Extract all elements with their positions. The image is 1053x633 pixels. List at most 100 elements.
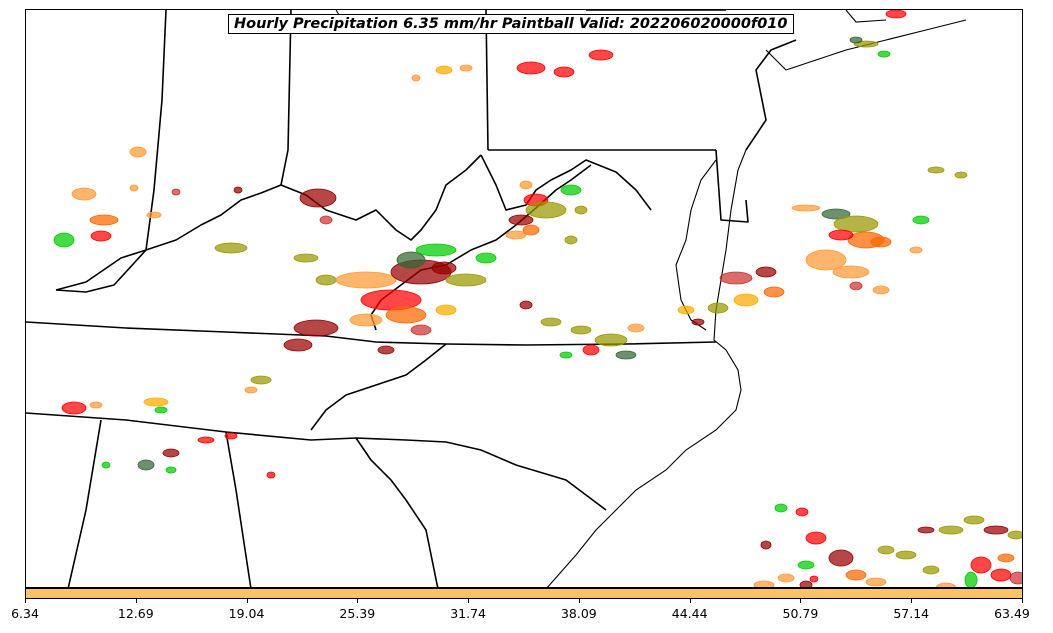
precip-blob (809, 575, 819, 583)
precip-blob (588, 49, 614, 61)
border-in-oh (280, 10, 292, 186)
precip-blob (89, 214, 119, 226)
precip-blob (244, 386, 258, 394)
precip-blob (250, 375, 272, 385)
precip-blob (574, 205, 588, 215)
precip-blob (755, 266, 777, 278)
precip-blob (615, 350, 637, 360)
precip-blob (1009, 571, 1022, 585)
precip-blob (411, 74, 421, 82)
precip-blob (774, 503, 788, 513)
border-ms-al (67, 419, 102, 587)
precip-blob (570, 325, 592, 335)
precip-blob (559, 351, 573, 359)
precip-blob (224, 432, 238, 440)
precip-blob (909, 246, 923, 254)
precip-blob (165, 466, 177, 474)
precip-blob (137, 459, 155, 471)
colorbar-tick-label: 12.69 (117, 606, 154, 621)
colorbar-tick-label: 63.49 (994, 606, 1030, 621)
precip-blob (162, 448, 180, 458)
precip-blob (917, 526, 935, 534)
precip-blob (582, 344, 600, 356)
precip-blob (912, 215, 930, 225)
colorbar-tick (1022, 599, 1023, 603)
precip-blob (508, 214, 534, 226)
precip-blob (319, 215, 333, 225)
precip-blob (293, 253, 319, 263)
precip-blob (396, 251, 426, 269)
border-wv-east (480, 154, 652, 211)
precip-blob (983, 525, 1009, 535)
colorbar-tick-label: 38.09 (560, 606, 597, 621)
coastline (335, 10, 967, 587)
border-ky-tn (26, 321, 447, 345)
precip-blob (707, 302, 729, 314)
precip-blob (435, 65, 453, 75)
precip-blob (777, 573, 795, 583)
precip-blob (349, 313, 383, 327)
precip-blob (828, 229, 854, 241)
precip-blob (877, 50, 891, 58)
precip-blob (525, 201, 567, 219)
precip-blob (445, 273, 487, 287)
precip-blob (564, 235, 578, 245)
precip-blob (791, 204, 821, 212)
precip-blob (760, 540, 772, 550)
precip-blob (459, 64, 473, 72)
precip-blob (828, 549, 854, 567)
precip-blob (431, 261, 457, 275)
colorbar-tick (246, 599, 248, 603)
colorbar (25, 588, 1023, 599)
precip-blob (870, 236, 892, 248)
precip-blob (129, 146, 147, 158)
precip-blob (805, 531, 827, 545)
border-nj (745, 39, 797, 151)
precip-blob (795, 507, 809, 517)
precip-blob (516, 61, 546, 75)
precip-blob (283, 338, 313, 352)
precip-blob (519, 300, 533, 310)
colorbar-tick (357, 599, 359, 603)
colorbar-tick-label: 19.04 (228, 606, 265, 621)
precip-blob (540, 317, 562, 327)
border-md-de (715, 149, 749, 223)
map-svg (26, 10, 1022, 587)
precip-blob (895, 550, 917, 560)
precip-blob (435, 304, 457, 316)
precip-blob (849, 36, 863, 44)
precip-blob (1007, 530, 1022, 540)
precip-blob (71, 187, 97, 201)
precip-blob (997, 553, 1015, 563)
precip-blob (799, 580, 813, 587)
precip-blob (872, 285, 890, 295)
precip-blob (61, 401, 87, 415)
colorbar-tick-label: 50.79 (782, 606, 819, 621)
precip-blob (627, 323, 645, 333)
precip-blob (299, 188, 337, 208)
precip-blob (963, 515, 985, 525)
border-va-nc (445, 341, 717, 346)
precip-paintballs (53, 10, 1022, 587)
colorbar-tick (911, 599, 913, 603)
precip-blob (101, 461, 111, 469)
border-il-in (55, 10, 167, 293)
precip-blob (805, 249, 847, 271)
precip-blob (877, 545, 895, 555)
precip-blob (938, 525, 964, 535)
colorbar-tick-label: 25.39 (339, 606, 376, 621)
precip-blob (927, 166, 945, 174)
colorbar-tick-label: 31.74 (450, 606, 487, 621)
precip-blob (560, 184, 582, 196)
precip-blob (89, 401, 103, 409)
coastline-chesapeake (675, 159, 717, 331)
precip-blob (763, 286, 785, 298)
precip-blob (146, 211, 162, 219)
precip-blob (214, 242, 248, 254)
precip-blob (935, 582, 957, 587)
precip-blob (845, 569, 867, 581)
map-panel (25, 9, 1023, 588)
precip-blob (865, 577, 887, 587)
precip-blob (129, 184, 139, 192)
precip-blob (691, 318, 705, 326)
